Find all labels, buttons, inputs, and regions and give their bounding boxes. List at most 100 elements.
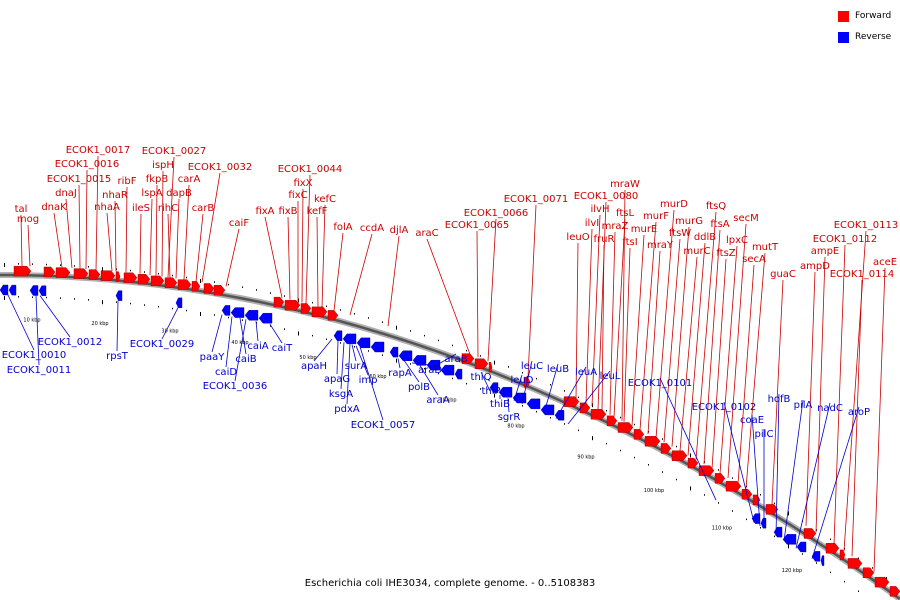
tick-lower [18, 296, 19, 298]
gene-leader-caid [225, 316, 233, 368]
axis-label: 50 kbp [299, 355, 316, 361]
tick-upper [676, 445, 677, 448]
gene-leader-fixb [287, 216, 291, 300]
gene-label-isph: ispH [152, 160, 174, 171]
gene-leader-fkpb [155, 184, 158, 276]
gene-label-lpxc: lpxC [726, 235, 748, 246]
gene-label-carb: carB [192, 203, 215, 214]
tick-upper [606, 409, 607, 412]
tick-upper [4, 263, 5, 267]
gene-label-fixc: fixC [288, 190, 307, 201]
gene-label-rpst: rpsT [106, 351, 129, 362]
tick-upper [872, 567, 873, 569]
gene-arrow-reverse [333, 330, 343, 341]
tick-lower [424, 367, 425, 370]
gene-arrow-forward [862, 567, 875, 578]
tick-upper [424, 334, 425, 337]
axis-label: 90 kbp [577, 454, 594, 460]
gene-leader-paay [211, 314, 223, 353]
gene-leader-fola [333, 232, 344, 311]
gene-arrow-forward [617, 422, 634, 433]
gene-label-guac: guaC [770, 269, 796, 280]
gene-arrow-forward [150, 275, 165, 287]
gene-label-thib: thiB [490, 399, 510, 410]
gene-label-ecok1-0027: ECOK1_0027 [142, 146, 207, 157]
tick-upper [186, 276, 187, 279]
gene-arrow-reverse [498, 387, 513, 398]
tick-lower [228, 316, 229, 319]
gene-label-thip: thiP [481, 386, 500, 397]
gene-label-ksga: ksgA [329, 389, 353, 400]
gene-leader-leua [555, 366, 587, 419]
gene-arrow-forward [671, 450, 688, 461]
tick-lower [788, 544, 789, 549]
gene-leader-ecok1-0080 [597, 201, 607, 410]
gene-label-leuo: leuO [566, 232, 589, 243]
gene-label-pila: pilA [794, 400, 813, 411]
gene-leader-pila [783, 399, 804, 541]
gene-leader-djla [387, 235, 400, 327]
gene-label-nhaa: nhaA [94, 202, 120, 213]
gene-leader-fixx [301, 188, 304, 303]
gene-leader-ampe [815, 256, 826, 533]
gene-leader-ftsl [613, 218, 626, 417]
gene-label-ecok1-0071: ECOK1_0071 [504, 194, 569, 205]
tick-upper [452, 344, 453, 347]
gene-arrow-reverse [370, 341, 385, 353]
gene-label-mutt: mutT [752, 242, 779, 253]
gene-label-dnak: dnaK [41, 202, 67, 213]
gene-arrow-forward [137, 274, 151, 285]
gene-leader-secm [727, 223, 747, 479]
gene-leader-leul [567, 370, 611, 425]
gene-arrow-reverse [8, 284, 17, 296]
tick-upper [130, 269, 131, 272]
tick-lower [312, 334, 313, 337]
gene-leader-ecok1-0010 [7, 294, 35, 351]
tick-lower [284, 328, 285, 330]
gene-leader-cait [269, 323, 283, 344]
reverse-gene-labels: ECOK1_0010ECOK1_0011ECOK1_0012rpsTECOK1_… [2, 294, 870, 559]
reverse-genes [0, 284, 825, 566]
gene-label-fola: folA [333, 222, 352, 233]
gene-label-ecok1-0080: ECOK1_0080 [574, 191, 639, 202]
gene-leader-ecok1-0102 [723, 401, 755, 523]
gene-leader-ecok1-0057 [359, 346, 384, 421]
gene-label-dnaj: dnaJ [55, 188, 77, 199]
gene-leader-frur [601, 244, 605, 412]
tick-lower [102, 300, 103, 305]
tick-upper [410, 330, 411, 332]
gene-leader-mog [27, 224, 31, 267]
gene-arrow-forward [687, 457, 699, 469]
gene-leader-apag [336, 340, 339, 375]
axis-label: 110 kbp [712, 526, 732, 532]
tick-upper [270, 292, 271, 294]
gene-label-ftsz: ftsZ [716, 248, 735, 259]
gene-leader-lspa [149, 198, 153, 276]
gene-leader-ftsi [623, 247, 631, 422]
tick-lower [746, 518, 747, 521]
gene-leader-ecok1-0066 [487, 218, 497, 362]
gene-label-ecok1-0114: ECOK1_0114 [830, 269, 895, 280]
gene-label-cait: caiT [272, 343, 293, 354]
gene-arrow-reverse [342, 333, 357, 345]
gene-leader-ftsa [703, 229, 721, 465]
tick-upper [172, 274, 173, 277]
gene-arrow-forward [100, 270, 116, 281]
gene-leader-arad [411, 362, 431, 366]
tick-lower [648, 464, 649, 466]
tick-lower [494, 393, 495, 398]
tick-lower [550, 417, 551, 419]
tick-upper [88, 266, 89, 268]
gene-arrow-forward [847, 558, 863, 569]
axis-label: 70 kbp [439, 397, 456, 403]
gene-label-ecok1-0016: ECOK1_0016 [55, 159, 120, 170]
axis-label: 20 kbp [91, 321, 108, 327]
gene-label-fixa: fixA [255, 206, 274, 217]
tick-upper [200, 279, 201, 283]
tick-lower [158, 306, 159, 308]
gene-label-mray: mraY [647, 240, 674, 251]
gene-label-tal: tal [15, 204, 28, 215]
tick-lower [368, 350, 369, 352]
gene-label-apah: apaH [301, 361, 327, 372]
gene-leader-ribf [125, 186, 128, 273]
